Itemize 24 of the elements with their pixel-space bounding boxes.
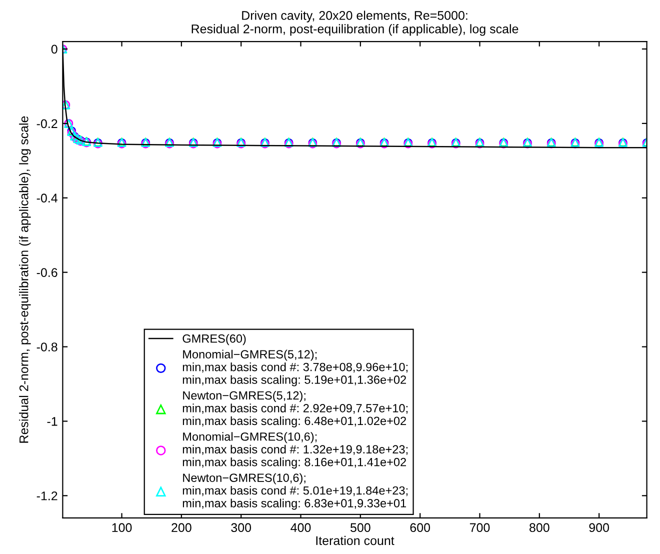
legend-label: Monomial−GMRES(10,6); min,max basis cond #: 1.32e+19,9.18e+23; min,max basis scaling: 8.16e+01,1.41e+02 [182, 432, 408, 469]
y-tick-label: -0.8 [36, 342, 58, 352]
legend-label: Newton−GMRES(10,6); min,max basis cond #: 5.01e+19,1.84e+23; min,max basis scaling: 6.83e+01,9.33e+01 [182, 473, 408, 510]
chart-title: Driven cavity, 20x20 elements, Re=5000: Residual 2-norm, post-equilibration (if applicable), log scale [192, 10, 518, 36]
x-tick-label: 900 [589, 523, 610, 532]
y-tick-label: 0 [51, 44, 58, 54]
y-axis-title: Residual 2-norm, post-equilibration (if applicable), log scale [19, 116, 31, 443]
y-tick-label: -0.4 [36, 194, 58, 203]
x-tick-label: 500 [350, 523, 370, 532]
x-tick-label: 100 [112, 523, 132, 532]
legend-label: Newton−GMRES(5,12); min,max basis cond #: 2.92e+09,7.57e+10; min,max basis scaling: 6.48e+01,1.02e+02 [182, 390, 408, 428]
y-tick-label: -1.2 [36, 491, 58, 500]
x-tick-label: 400 [290, 523, 311, 532]
x-tick-label: 200 [172, 523, 192, 532]
x-tick-label: 700 [470, 523, 490, 532]
x-tick-label: 600 [410, 523, 430, 532]
legend-label: GMRES(60) [182, 334, 246, 346]
x-tick-label: 300 [231, 523, 252, 532]
x-tick-label: 800 [530, 523, 550, 532]
y-tick-label: -1 [47, 417, 58, 426]
x-axis-title: Iteration count [316, 536, 394, 546]
legend-label: Monomial−GMRES(5,12); min,max basis cond #: 3.78e+08,9.96e+10; min,max basis scaling: 5.19e+01,1.36e+02 [182, 350, 408, 386]
y-tick-label: -0.6 [36, 268, 58, 277]
y-tick-label: -0.2 [36, 119, 58, 128]
